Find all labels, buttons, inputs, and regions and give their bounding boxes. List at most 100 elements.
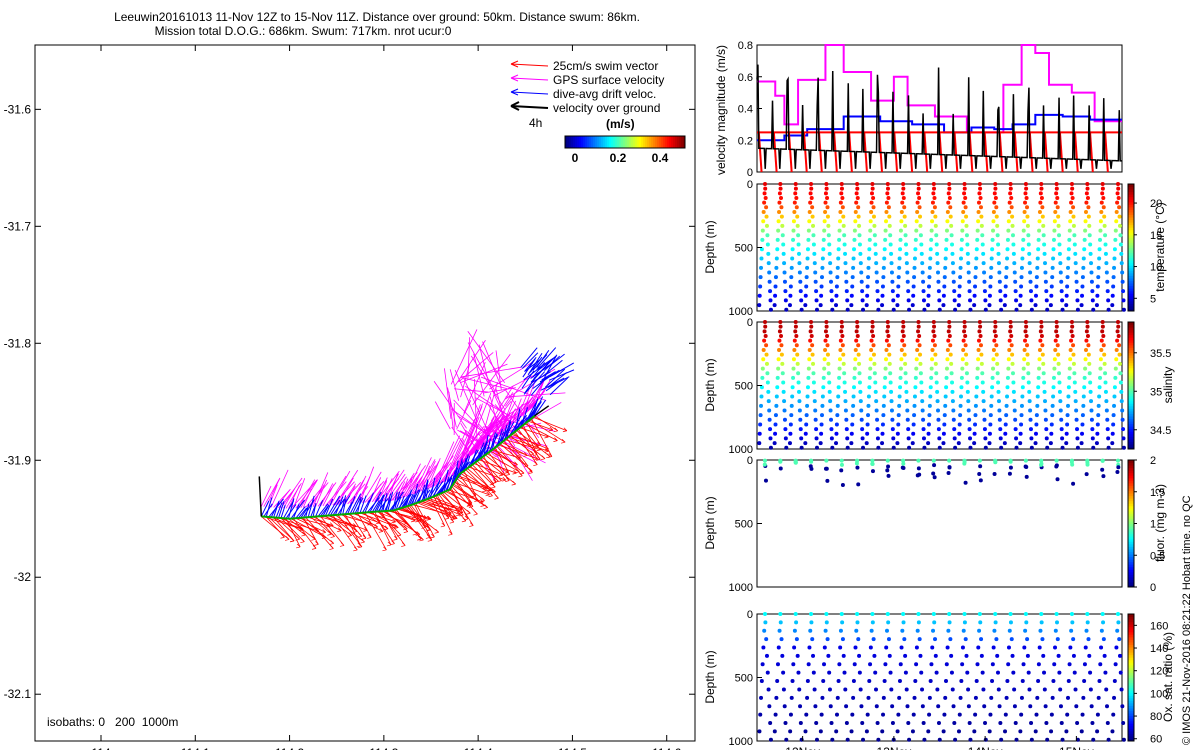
swim-speed-drop xyxy=(1058,132,1064,173)
swim-vector xyxy=(532,416,568,432)
profile-point xyxy=(972,303,977,308)
gps-vector xyxy=(505,392,566,398)
profile-point xyxy=(872,233,877,238)
colorbar-cell xyxy=(591,136,594,148)
profile-point xyxy=(1095,431,1100,436)
profile-point xyxy=(987,303,992,308)
colorbar-cell xyxy=(595,136,598,148)
profile-point xyxy=(1005,247,1010,252)
profile-point xyxy=(826,233,831,238)
profile-point xyxy=(867,679,872,684)
profile-point xyxy=(760,375,765,380)
profile-point xyxy=(993,195,998,200)
gps-vector xyxy=(397,472,415,500)
profile-point xyxy=(917,333,922,338)
profile-point xyxy=(1100,182,1105,186)
swim-vector xyxy=(463,470,477,496)
profile-point xyxy=(900,191,905,196)
swim-vector xyxy=(470,465,499,499)
profile-point xyxy=(1114,347,1119,352)
profile-point xyxy=(782,704,787,709)
drift-vector xyxy=(405,490,412,507)
profile-point xyxy=(1119,389,1124,394)
profile-point xyxy=(1068,209,1073,214)
profile-point xyxy=(1070,195,1075,200)
profile-point xyxy=(1082,375,1087,380)
profile-point xyxy=(930,645,935,650)
profile-point xyxy=(1008,465,1013,470)
profile-point xyxy=(774,394,779,399)
velocity-series xyxy=(756,44,1123,173)
depth-tick-label: 500 xyxy=(735,673,753,685)
profile-point xyxy=(1104,408,1109,413)
gps-vector xyxy=(297,479,316,509)
colorbar-cell xyxy=(1128,408,1134,412)
profile-point xyxy=(912,394,917,399)
profile-point xyxy=(810,214,815,219)
profile-point xyxy=(1098,237,1103,242)
profile-point xyxy=(916,186,921,191)
velocity-ytick-label: 0 xyxy=(747,167,753,179)
profile-point xyxy=(823,329,828,334)
drift-vector xyxy=(549,377,569,396)
profile-point xyxy=(992,191,997,196)
profile-point xyxy=(885,182,890,186)
colorbar-tick-label: 120 xyxy=(1150,666,1168,678)
profile-point xyxy=(1101,637,1106,642)
profile-point xyxy=(805,247,810,252)
profile-point xyxy=(1101,474,1106,479)
swim-arrowhead xyxy=(505,471,511,476)
profile-point xyxy=(861,737,866,742)
profile-point xyxy=(1025,653,1030,658)
colorbar-cell xyxy=(1128,227,1134,231)
profile-point xyxy=(764,205,769,210)
colorbar-cell xyxy=(641,136,644,148)
isobaths-label: isobaths: 0 200 1000m xyxy=(47,715,178,729)
drift-vector xyxy=(317,503,329,517)
profile-point xyxy=(1069,320,1074,324)
swim-vector xyxy=(514,431,538,465)
map-vectors xyxy=(258,329,575,552)
profile-point xyxy=(926,422,931,427)
profile-point xyxy=(921,436,926,441)
profile-point xyxy=(1112,247,1117,252)
profile-point xyxy=(929,366,934,371)
profile-point xyxy=(1034,284,1039,289)
profile-point xyxy=(1079,729,1084,734)
profile-point xyxy=(812,399,817,404)
profile-point xyxy=(964,371,969,376)
profile-point xyxy=(913,375,918,380)
colorbar-cell xyxy=(1128,626,1134,630)
profile-point xyxy=(1091,445,1096,450)
profile-point xyxy=(890,417,895,422)
profile-point xyxy=(1118,670,1123,675)
drift-vector xyxy=(483,434,489,457)
profile-point xyxy=(1086,352,1091,357)
swim-arrowhead xyxy=(382,546,387,552)
profile-point xyxy=(1066,679,1071,684)
profile-point xyxy=(1101,333,1106,338)
profile-point xyxy=(898,385,903,390)
swim-vector xyxy=(337,514,363,548)
drift-vector xyxy=(392,491,398,511)
profile-point xyxy=(1021,375,1026,380)
profile-point xyxy=(1072,670,1077,675)
profile-point xyxy=(1105,279,1110,284)
profile-point xyxy=(1043,704,1048,709)
profile-point xyxy=(912,413,917,418)
colorbar-cell xyxy=(1128,232,1134,236)
profile-point xyxy=(775,237,780,242)
profile-point xyxy=(870,620,875,625)
profile-point xyxy=(1045,445,1050,450)
profile-point xyxy=(974,385,979,390)
drift-vector xyxy=(504,419,511,440)
colorbar-cell xyxy=(1128,553,1134,558)
profile-point xyxy=(998,289,1003,294)
swim-vector xyxy=(261,516,290,540)
profile-point xyxy=(1112,385,1117,390)
profile-point xyxy=(887,361,892,366)
profile-point xyxy=(980,242,985,247)
profile-point xyxy=(873,242,878,247)
profile-point xyxy=(896,284,901,289)
